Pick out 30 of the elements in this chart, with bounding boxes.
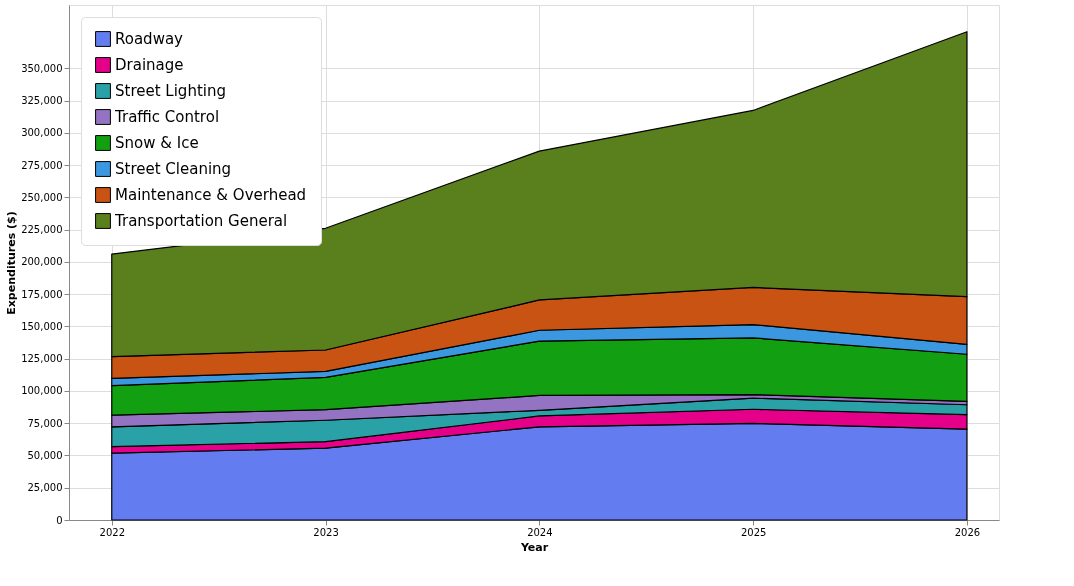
- x-tick-label: 2026: [954, 526, 981, 538]
- y-tick-label: 125,000: [21, 353, 63, 365]
- legend-label: Roadway: [115, 30, 184, 48]
- legend-label: Drainage: [115, 56, 184, 74]
- legend-label: Transportation General: [114, 212, 288, 230]
- y-tick-label: 25,000: [27, 482, 63, 494]
- y-tick-label: 200,000: [21, 256, 63, 268]
- legend-label: Street Lighting: [115, 82, 226, 100]
- legend-label: Street Cleaning: [115, 160, 232, 178]
- y-tick-label: 175,000: [21, 288, 63, 300]
- legend-label: Traffic Control: [114, 108, 220, 126]
- x-axis-title: Year: [519, 540, 549, 554]
- y-tick-label: 100,000: [21, 385, 63, 397]
- y-tick-label: 225,000: [21, 224, 63, 236]
- y-tick-label: 150,000: [21, 320, 63, 332]
- x-tick-label: 2025: [740, 526, 767, 538]
- y-tick-label: 50,000: [27, 449, 63, 461]
- y-tick-label: 275,000: [21, 159, 63, 171]
- y-tick-label: 300,000: [21, 127, 63, 139]
- x-tick-label: 2023: [313, 526, 339, 538]
- y-axis-title: Expenditures ($): [5, 211, 19, 315]
- y-tick-label: 350,000: [21, 62, 63, 74]
- legend-label: Maintenance & Overhead: [115, 186, 307, 204]
- x-tick-label: 2022: [99, 526, 125, 538]
- y-tick-label: 325,000: [21, 95, 63, 107]
- y-tick-label: 250,000: [21, 191, 63, 203]
- y-tick-label: 0: [56, 514, 63, 526]
- legend-label: Snow & Ice: [115, 134, 199, 152]
- x-tick-label: 2024: [527, 526, 553, 538]
- y-tick-label: 75,000: [27, 417, 63, 429]
